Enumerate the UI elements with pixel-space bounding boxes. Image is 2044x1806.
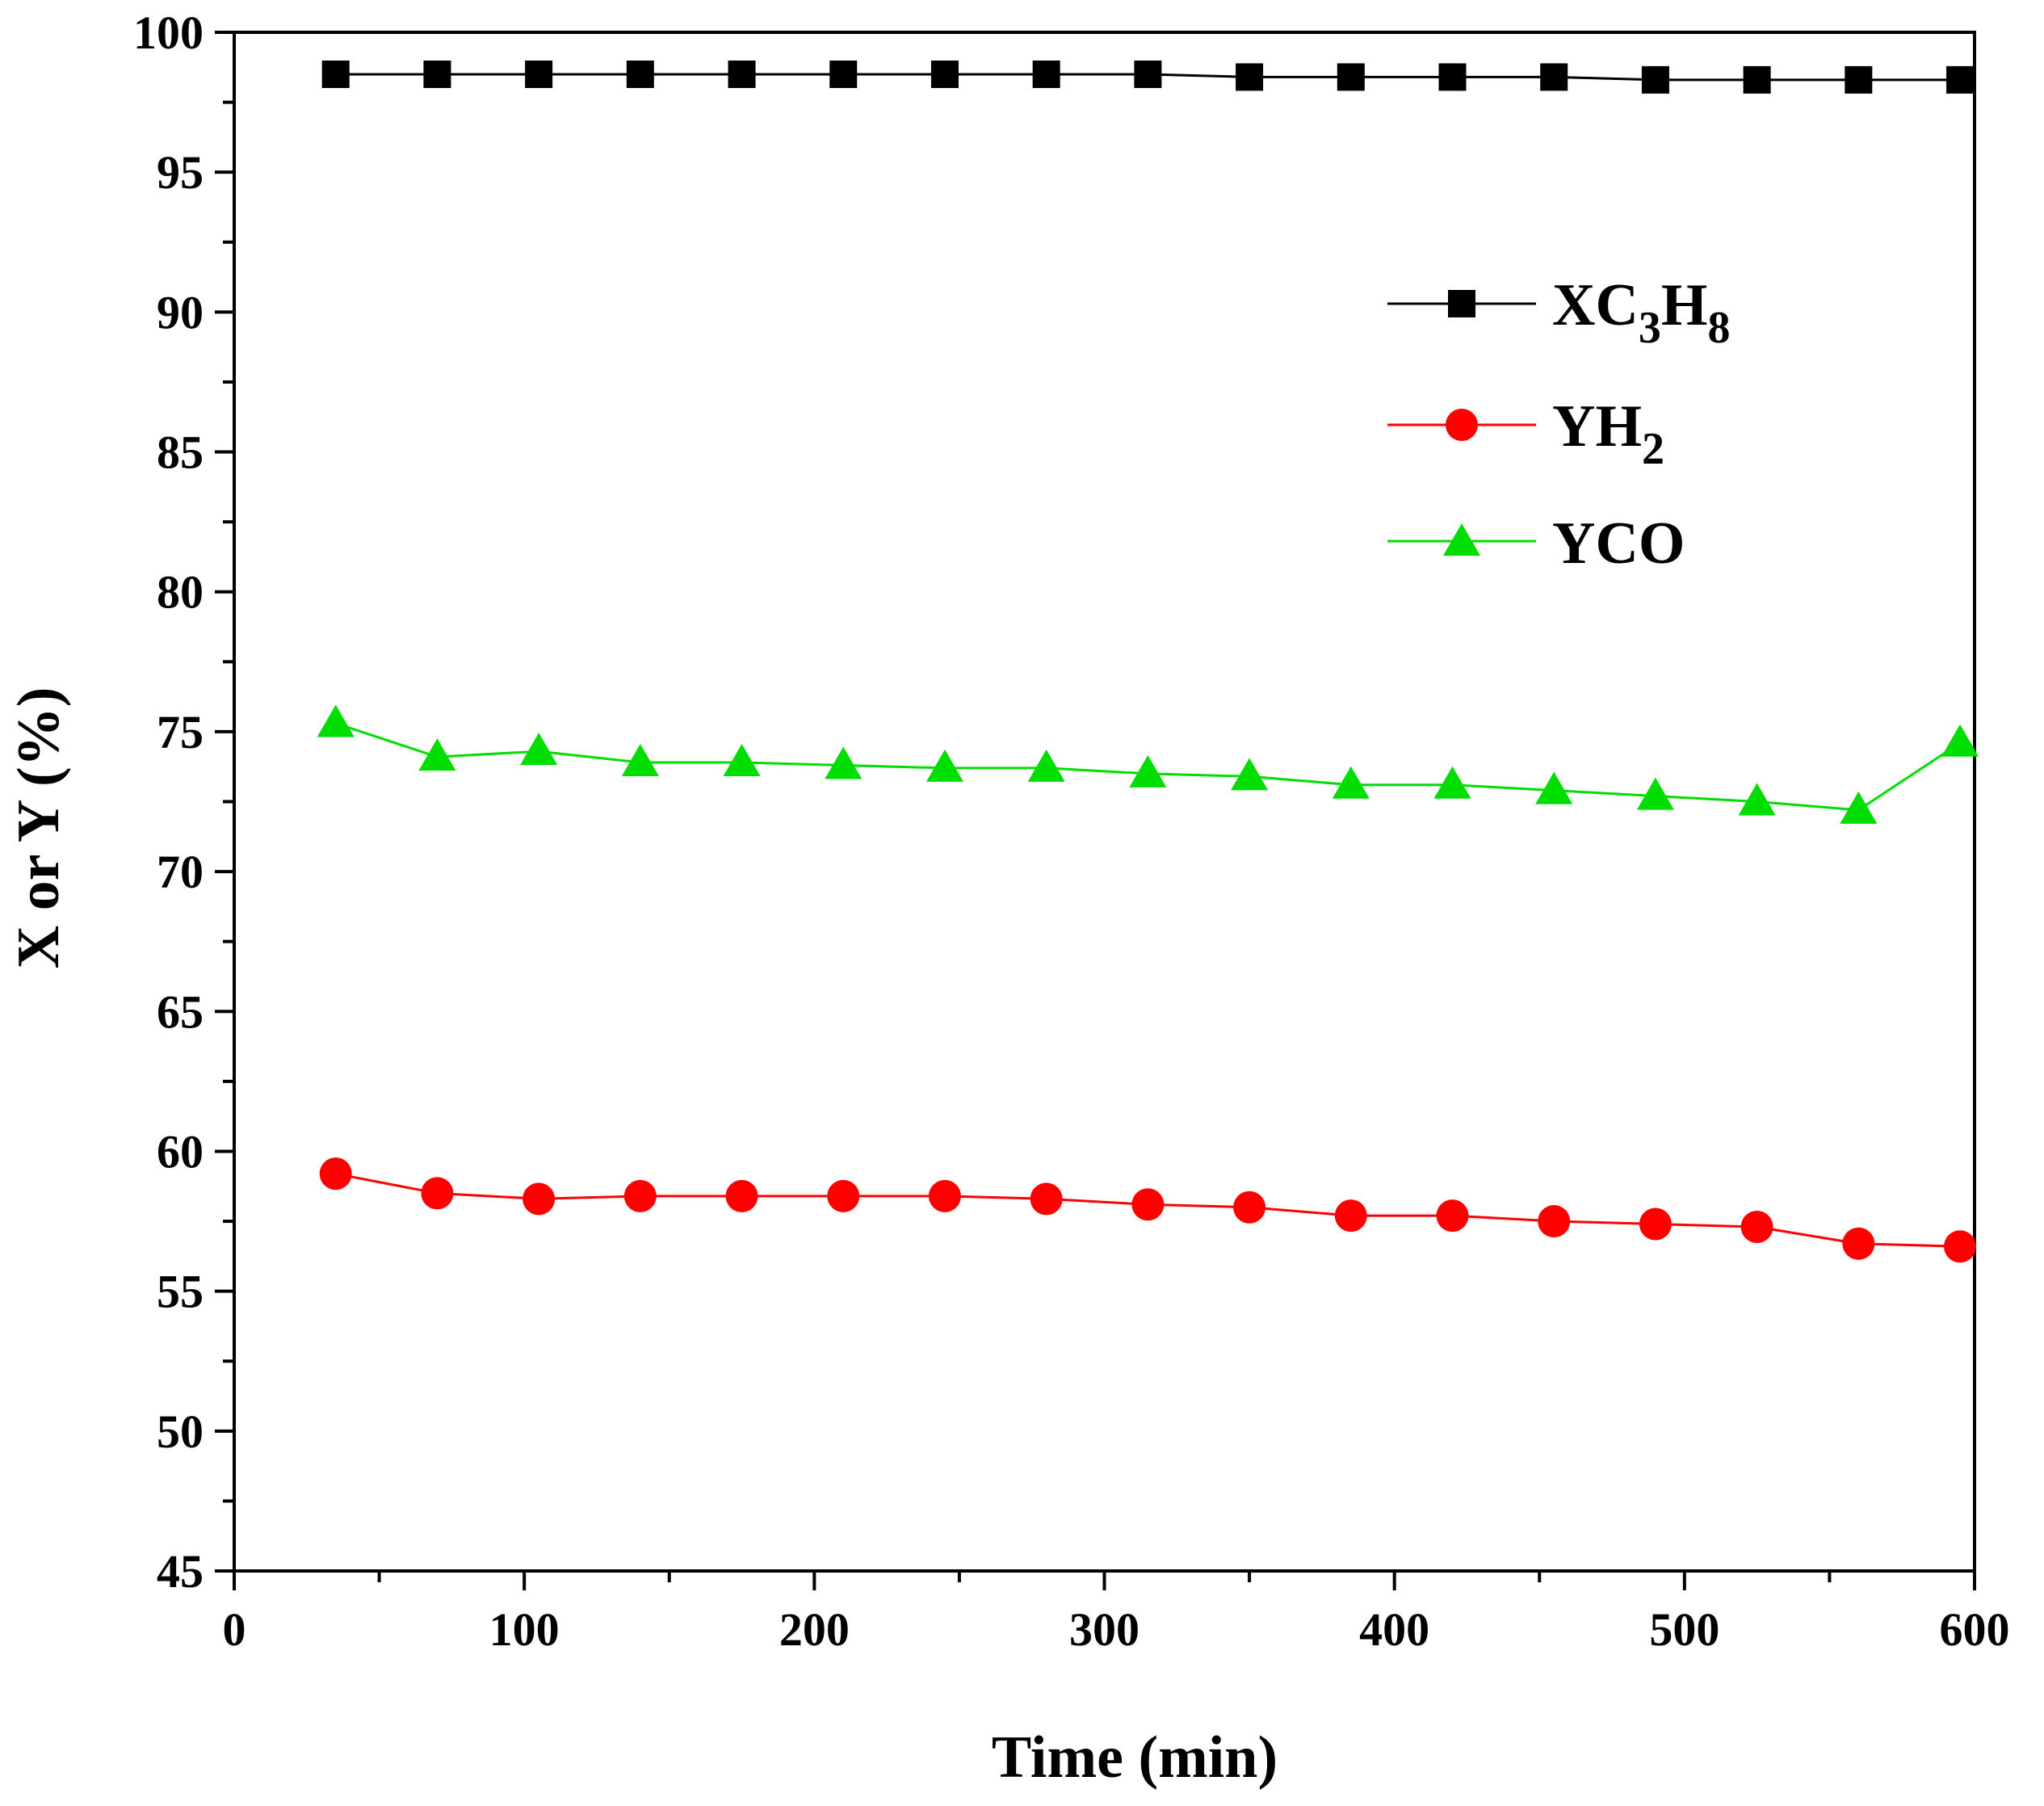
legend-marker-yco: [1443, 523, 1480, 556]
x-tick-label: 600: [1940, 1603, 2010, 1656]
data-point-yco: [1535, 771, 1573, 804]
data-point-yco: [621, 744, 659, 777]
data-point-yh2: [421, 1177, 454, 1210]
data-point-yco: [825, 746, 863, 779]
series-xc3h8: [321, 60, 1975, 94]
y-tick-label: 55: [157, 1266, 204, 1318]
data-point-xc3h8: [626, 60, 654, 88]
y-tick-label: 70: [157, 846, 204, 898]
x-tick-label: 0: [223, 1603, 246, 1656]
data-point-xc3h8: [1946, 65, 1975, 94]
data-point-yco: [1027, 749, 1065, 782]
legend: XC3H8 YH2 YCO: [1387, 272, 1730, 577]
data-point-yh2: [1944, 1230, 1977, 1263]
legend-label-yco: YCO: [1552, 510, 1685, 577]
data-point-yco: [520, 733, 558, 766]
x-axis: 0 100 200 300 400 500 600: [223, 1571, 2010, 1656]
y-tick-label: 60: [157, 1125, 204, 1178]
data-point-xc3h8: [829, 60, 858, 88]
data-point-xc3h8: [1743, 65, 1771, 94]
plot-frame: [233, 31, 1976, 1573]
data-point-xc3h8: [1337, 63, 1365, 91]
data-point-yco: [317, 704, 355, 737]
data-point-yco: [1231, 758, 1269, 791]
data-point-xc3h8: [1236, 63, 1264, 91]
data-point-xc3h8: [1641, 65, 1669, 94]
legend-label-xc3h8: XC3H8: [1552, 272, 1730, 353]
data-point-yh2: [928, 1179, 961, 1212]
data-point-xc3h8: [423, 60, 451, 88]
y-tick-label: 85: [157, 426, 204, 479]
data-point-yh2: [1436, 1199, 1469, 1233]
data-point-yh2: [1334, 1199, 1367, 1233]
data-point-yh2: [1740, 1210, 1773, 1243]
x-tick-label: 400: [1359, 1603, 1429, 1656]
data-point-yh2: [1639, 1208, 1672, 1241]
data-point-xc3h8: [1134, 60, 1162, 88]
data-point-yco: [1840, 791, 1878, 824]
y-tick-label: 75: [157, 706, 204, 758]
y-tick-label: 45: [157, 1545, 204, 1598]
series-yh2: [319, 1157, 1977, 1263]
series-layer: [317, 60, 1979, 1263]
data-point-yh2: [1233, 1191, 1266, 1224]
data-point-yh2: [1842, 1227, 1875, 1260]
data-point-yco: [1433, 766, 1471, 799]
data-point-yh2: [523, 1182, 556, 1216]
x-tick-label: 300: [1069, 1603, 1140, 1656]
legend-marker-yh2: [1446, 409, 1478, 441]
y-tick-label: 65: [157, 985, 204, 1038]
x-tick-label: 100: [489, 1603, 560, 1656]
data-point-xc3h8: [1438, 63, 1467, 91]
y-axis-title: X or Y (%): [6, 687, 72, 969]
data-point-yh2: [725, 1179, 758, 1212]
legend-marker-xc3h8: [1448, 290, 1475, 317]
data-point-xc3h8: [728, 60, 756, 88]
data-point-yco: [1941, 724, 1979, 757]
legend-label-yh2: YH2: [1552, 393, 1664, 474]
data-point-yh2: [827, 1179, 860, 1212]
data-point-yco: [1129, 754, 1167, 788]
y-tick-label: 50: [157, 1405, 204, 1458]
data-point-yh2: [319, 1157, 352, 1191]
y-tick-label: 95: [157, 146, 204, 199]
x-tick-label: 200: [779, 1603, 850, 1656]
data-point-yco: [1332, 766, 1370, 799]
data-point-xc3h8: [525, 60, 553, 88]
y-axis: 45 50 55 60 65 70 75 80 85 90 95 100: [133, 6, 234, 1598]
data-point-yh2: [1131, 1188, 1165, 1221]
data-point-yco: [723, 744, 761, 777]
y-tick-label: 80: [157, 566, 204, 619]
series-yco: [317, 704, 1979, 824]
y-tick-label: 100: [133, 6, 204, 59]
data-point-yco: [1636, 777, 1674, 810]
data-point-xc3h8: [930, 60, 959, 88]
data-point-yh2: [1030, 1182, 1063, 1216]
data-point-yco: [418, 738, 456, 771]
data-point-yco: [1738, 783, 1776, 816]
data-point-xc3h8: [1540, 63, 1568, 91]
data-point-yh2: [623, 1179, 657, 1212]
data-point-yh2: [1538, 1205, 1571, 1238]
data-point-xc3h8: [321, 60, 350, 88]
y-tick-label: 90: [157, 286, 204, 338]
x-axis-title: Time (min): [992, 1724, 1278, 1791]
data-point-yco: [925, 749, 963, 782]
data-point-xc3h8: [1032, 60, 1060, 88]
data-point-xc3h8: [1845, 65, 1873, 94]
x-tick-label: 500: [1649, 1603, 1719, 1656]
